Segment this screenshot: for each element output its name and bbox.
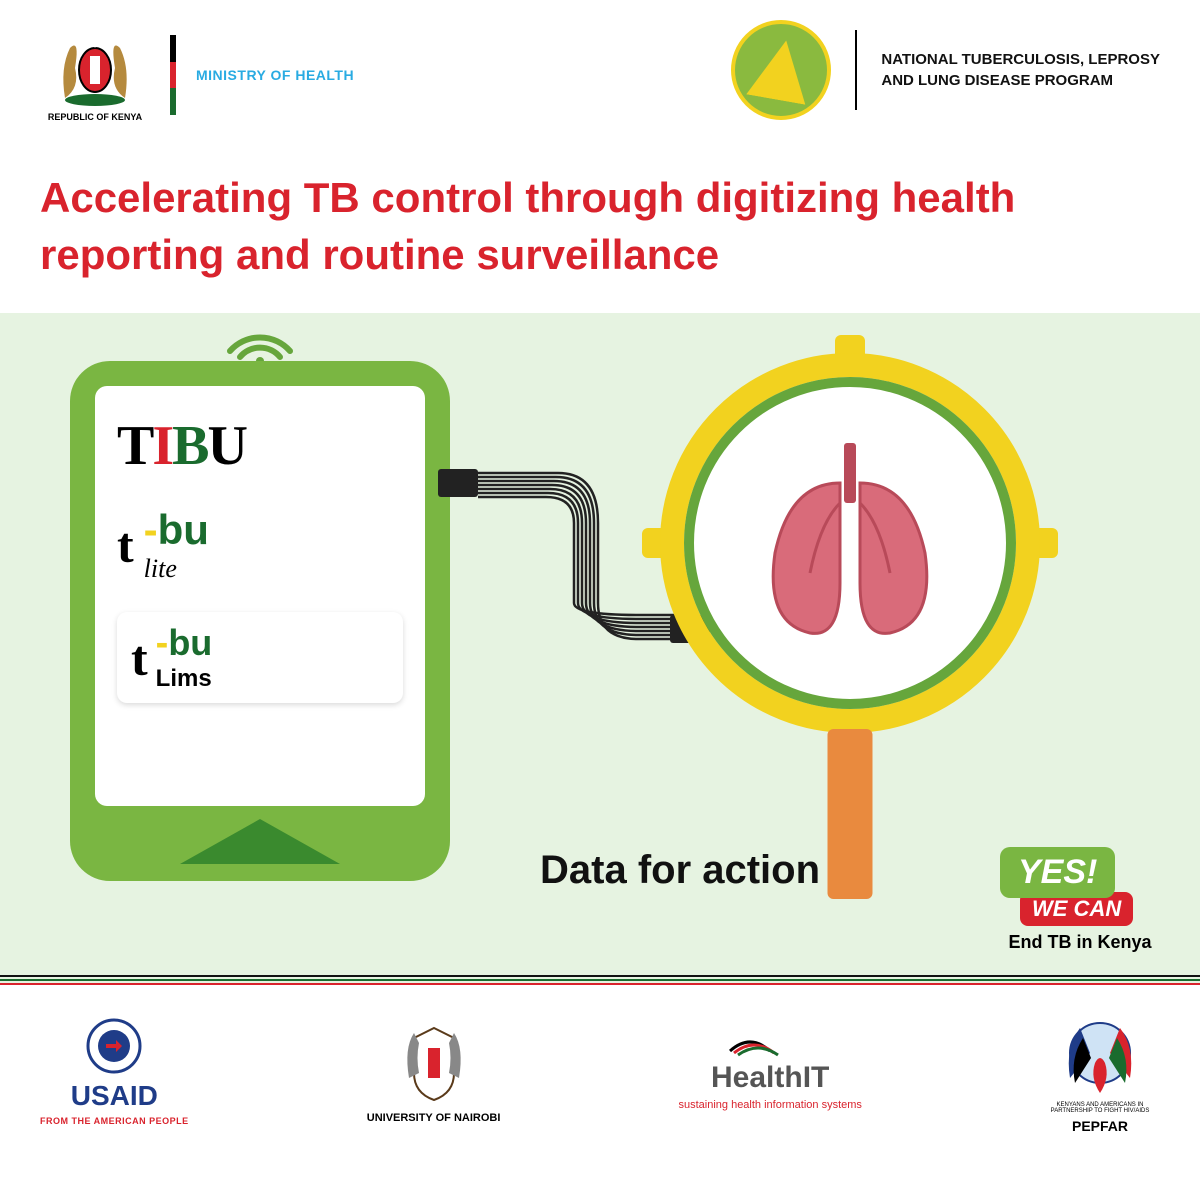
kenya-coat-of-arms-icon: REPUBLIC OF KENYA	[40, 20, 150, 130]
phone-home-button	[95, 814, 425, 869]
magnifier-handle	[828, 729, 873, 899]
kenya-flag-stripe-icon	[170, 35, 176, 115]
yes-bubble: YES!	[1000, 847, 1115, 898]
endtb-text: End TB in Kenya	[1000, 932, 1160, 953]
tagline-text: Data for action	[540, 848, 820, 893]
divider	[855, 30, 857, 110]
phone-body: TIBU t -bu lite t -bu Lims	[70, 361, 450, 881]
app-tibu-logo: TIBU	[117, 414, 403, 478]
cable-connector-left	[438, 469, 478, 497]
magnifier-lungs-graphic	[660, 353, 1040, 733]
campaign-badge: YES! WE CAN End TB in Kenya	[1000, 847, 1160, 953]
data-cable-icon	[438, 463, 698, 658]
app-tbu-lite-logo: t -bu lite	[117, 506, 403, 584]
emblem-caption: REPUBLIC OF KENYA	[48, 112, 142, 122]
university-of-nairobi-logo: UNIVERSITY OF NAIROBI	[367, 1018, 501, 1124]
lungs-icon	[684, 377, 1016, 709]
ntlp-seal-icon	[731, 20, 831, 120]
ministry-label: MINISTRY OF HEALTH	[196, 67, 354, 83]
phone-graphic: TIBU t -bu lite t -bu Lims	[70, 333, 450, 893]
header-left: REPUBLIC OF KENYA MINISTRY OF HEALTH	[40, 20, 354, 130]
footer-logos: USAID FROM THE AMERICAN PEOPLE UNIVERSIT…	[0, 983, 1200, 1148]
hero-panel: TIBU t -bu lite t -bu Lims	[0, 313, 1200, 983]
healthit-logo: HealthIT sustaining health information s…	[678, 1031, 861, 1111]
app-tbu-lims-logo: t -bu Lims	[117, 612, 403, 703]
usaid-logo: USAID FROM THE AMERICAN PEOPLE	[40, 1016, 189, 1126]
phone-screen: TIBU t -bu lite t -bu Lims	[95, 386, 425, 806]
header-right: NATIONAL TUBERCULOSIS, LEPROSY AND LUNG …	[731, 20, 1160, 120]
pepfar-logo: KENYANS AND AMERICANS IN PARTNERSHIP TO …	[1040, 1008, 1160, 1134]
headline-text: Accelerating TB control through digitizi…	[0, 150, 1200, 313]
program-label: NATIONAL TUBERCULOSIS, LEPROSY AND LUNG …	[881, 49, 1160, 91]
header-bar: REPUBLIC OF KENYA MINISTRY OF HEALTH NAT…	[0, 0, 1200, 150]
